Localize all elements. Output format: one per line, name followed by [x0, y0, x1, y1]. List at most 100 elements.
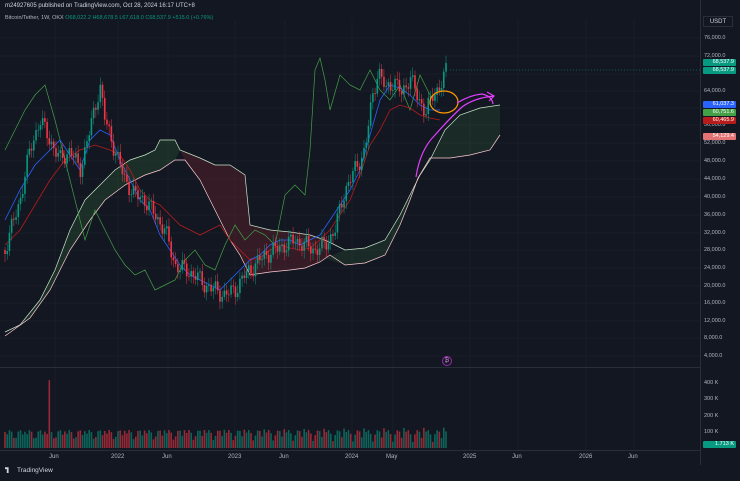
volume-bar	[261, 436, 263, 448]
price-chart[interactable]	[0, 0, 700, 465]
volume-bar	[190, 432, 192, 448]
candle-body	[403, 85, 405, 95]
pane-divider[interactable]	[0, 367, 700, 368]
candle-body	[345, 185, 348, 201]
volume-bar	[250, 433, 252, 448]
volume-bar	[139, 430, 141, 448]
candle-body	[445, 62, 447, 72]
candle-body	[128, 181, 130, 196]
candle-body	[250, 265, 252, 274]
candle-body	[119, 151, 122, 165]
volume-bar	[323, 428, 325, 448]
volume-bar	[50, 431, 53, 448]
candle-body	[267, 254, 270, 263]
candle-body	[431, 95, 434, 101]
candle-body	[374, 93, 376, 95]
time-label: 2026	[579, 454, 593, 460]
volume-group	[4, 380, 447, 448]
volume-bar	[216, 430, 219, 448]
candle-body	[163, 228, 166, 234]
volume-bar	[86, 433, 88, 448]
symbol-label: Bitcoin/Tether, 1W, OKX	[5, 15, 64, 21]
volume-bar	[46, 433, 48, 448]
price-label: 36,000.0	[704, 212, 726, 218]
tradingview-logo-icon	[5, 467, 9, 474]
candle-body	[21, 193, 24, 198]
candle-body	[212, 287, 215, 292]
bitcoin-event-icon[interactable]: ₿	[442, 356, 452, 366]
volume-bar	[181, 435, 184, 448]
candle-body	[296, 238, 299, 243]
candle-body	[303, 241, 305, 251]
candle-body	[394, 78, 396, 91]
candle-body	[59, 150, 62, 153]
currency-selector[interactable]: USDT	[703, 16, 733, 27]
candle-body	[121, 164, 124, 175]
candle-body	[265, 250, 268, 255]
volume-bar	[221, 436, 223, 448]
candle-body	[194, 275, 197, 280]
candle-body	[318, 248, 321, 255]
candle-body	[440, 88, 443, 91]
volume-bar	[347, 430, 350, 448]
candle-body	[4, 250, 6, 254]
candle-body	[50, 141, 53, 145]
volume-bar	[159, 430, 161, 448]
candle-body	[205, 285, 208, 293]
candle-body	[152, 200, 155, 214]
candle-body	[188, 276, 190, 278]
volume-bar	[117, 431, 119, 448]
volume-bar	[341, 437, 343, 448]
candle-body	[356, 161, 359, 167]
candle-body	[378, 68, 381, 79]
candle-body	[281, 244, 283, 247]
volume-bar	[334, 434, 336, 448]
candle-body	[13, 218, 15, 220]
volume-bar	[174, 436, 177, 448]
volume-bar	[44, 431, 46, 448]
candle-body	[83, 147, 86, 165]
candle-body	[8, 232, 11, 252]
volume-bar	[398, 431, 401, 448]
volume-bar	[143, 430, 146, 448]
candle-body	[174, 260, 177, 265]
candle-body	[203, 285, 206, 293]
candle-body	[349, 181, 352, 183]
candle-body	[57, 152, 59, 157]
candle-body	[247, 265, 250, 271]
price-label: 72,000.0	[704, 53, 726, 59]
volume-bar	[252, 440, 255, 448]
volume-bar	[214, 435, 217, 448]
volume-bar	[208, 430, 210, 448]
volume-bar	[343, 428, 345, 448]
candle-body	[305, 235, 308, 242]
candle-body	[278, 246, 281, 252]
tradingview-logo[interactable]: TradingView	[5, 467, 53, 474]
candle-body	[157, 217, 159, 220]
candle-body	[343, 200, 345, 208]
volume-bar	[55, 437, 57, 448]
time-axis[interactable]	[0, 450, 700, 466]
candle-body	[75, 153, 77, 158]
candle-body	[407, 87, 410, 89]
volume-bar	[310, 433, 312, 448]
annotations	[415, 90, 495, 178]
candle-body	[101, 84, 104, 98]
volume-bar	[148, 430, 150, 448]
volume-bar	[68, 430, 71, 448]
volume-bar	[61, 434, 64, 448]
price-axis[interactable]	[700, 0, 740, 465]
volume-bar	[196, 430, 199, 448]
candle-body	[123, 174, 126, 175]
candle-body	[420, 99, 423, 104]
volume-bar	[239, 430, 241, 448]
candle-body	[389, 82, 392, 91]
volume-bar	[383, 428, 385, 448]
candle-body	[190, 271, 192, 277]
volume-bar	[192, 439, 195, 448]
candle-body	[367, 125, 370, 143]
candle-body	[117, 151, 119, 154]
candle-body	[423, 103, 425, 116]
volume-bar	[385, 431, 387, 448]
candle-body	[159, 217, 161, 225]
